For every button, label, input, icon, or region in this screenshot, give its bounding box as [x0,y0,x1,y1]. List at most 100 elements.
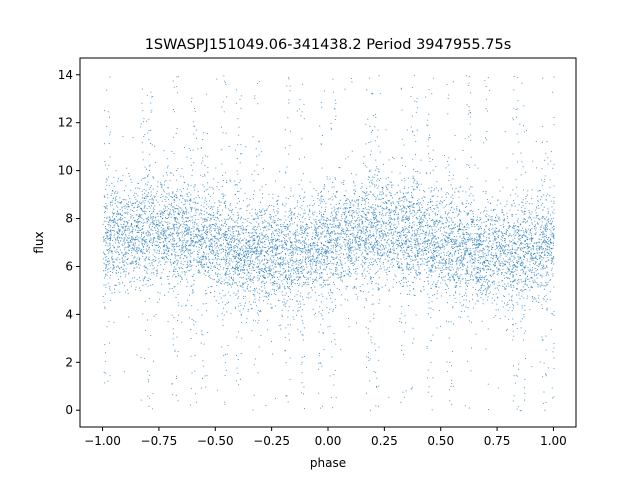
data-point [104,256,106,258]
data-point [157,219,159,221]
data-point [209,225,211,227]
data-point [143,252,145,254]
data-point [489,286,491,288]
data-point [364,192,365,194]
data-point [357,245,359,247]
data-point [408,206,409,208]
data-point [117,213,119,215]
data-point [312,211,314,213]
data-point [434,212,436,214]
data-point [177,271,178,273]
data-point [144,213,146,215]
data-point [213,240,215,242]
data-point [384,232,386,234]
data-point [355,221,357,223]
data-point [464,238,465,239]
data-point [248,251,250,253]
data-point [546,271,548,273]
data-point [104,307,106,309]
data-point [132,202,134,204]
data-point [165,231,167,233]
data-point [516,302,518,303]
data-point [462,265,464,267]
data-point [502,219,504,221]
data-point [461,223,463,225]
data-point [524,213,526,215]
data-point [131,285,133,287]
data-point [516,232,518,234]
data-point [167,321,169,323]
data-point [454,239,456,241]
data-point [431,195,433,197]
data-point [436,206,438,208]
data-point [431,233,433,234]
data-point [401,245,403,246]
data-point [133,195,135,197]
data-point [300,198,301,199]
data-point [320,143,322,145]
data-point [163,269,164,270]
data-point [137,224,139,226]
data-point [201,162,203,164]
data-point [296,110,298,112]
data-point [272,231,274,233]
data-point [161,187,163,189]
data-point [348,211,350,213]
data-point [133,248,135,250]
data-point [167,228,169,229]
data-point [244,255,246,257]
data-point [183,147,185,148]
data-point [350,247,351,249]
data-point [299,219,300,221]
data-point [354,238,356,240]
data-point [339,239,341,240]
data-point [484,210,486,212]
data-point [546,266,548,268]
data-point [225,282,227,284]
data-point [305,242,307,244]
data-point [146,120,147,122]
data-point [237,274,239,276]
data-point [414,269,416,271]
data-point [416,97,418,99]
data-point [459,282,461,284]
data-point [131,261,133,263]
data-point [106,256,108,258]
data-point [168,215,170,217]
data-point [387,224,389,225]
data-point [420,264,421,266]
data-point [253,243,255,245]
data-point [211,238,213,240]
data-point [258,265,259,267]
data-point [145,233,147,235]
data-point [448,267,450,269]
data-point [275,283,277,285]
data-point [527,287,529,289]
data-point [237,252,239,254]
data-point [369,237,371,239]
data-point [110,230,112,232]
data-point [335,212,337,213]
data-point [182,243,184,245]
data-point [421,214,423,216]
data-point [118,246,120,248]
data-point [434,258,435,260]
data-point [510,286,512,288]
data-point [352,262,354,264]
data-point [464,226,465,228]
data-point [551,248,553,250]
data-point [457,190,459,192]
data-point [323,230,325,232]
data-point [393,252,395,254]
data-point [356,235,358,237]
data-point [520,279,522,281]
data-point [238,258,240,260]
data-point [128,227,130,229]
data-point [503,246,505,247]
data-point [459,280,461,282]
data-point [361,227,363,229]
data-point [423,196,425,198]
data-point [263,213,265,215]
data-point [320,200,322,202]
data-point [478,280,480,282]
